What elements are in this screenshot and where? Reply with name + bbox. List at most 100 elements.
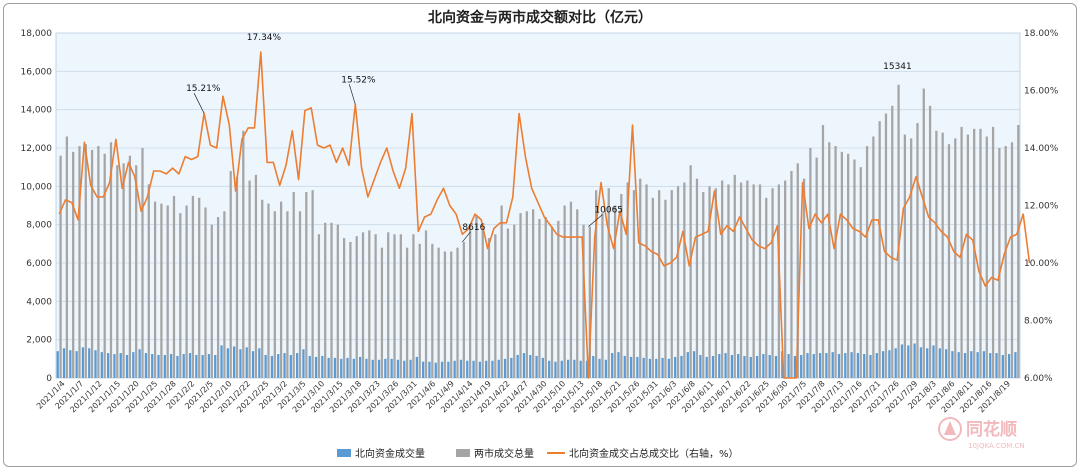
total-volume-bar (941, 132, 944, 378)
northbound-volume-bar (422, 361, 425, 378)
ratio-line-path (58, 51, 1031, 379)
northbound-volume-bar (113, 354, 116, 378)
northbound-volume-bar (730, 355, 734, 378)
total-volume-bar (191, 195, 195, 378)
total-volume-bar (746, 180, 749, 378)
northbound-volume-bar (812, 354, 815, 378)
annotation-label: 17.34% (247, 33, 282, 43)
total-volume-bar (1010, 142, 1014, 378)
northbound-volume-bar (346, 357, 349, 378)
total-volume-bar (368, 230, 371, 378)
total-volume-bar (59, 155, 62, 378)
northbound-volume-bar (724, 353, 727, 378)
northbound-volume-bar (459, 359, 463, 378)
northbound-volume-bar (1007, 354, 1011, 378)
northbound-volume-bar (333, 357, 337, 378)
total-volume-bar (595, 190, 598, 378)
northbound-volume-bar (478, 361, 481, 378)
total-volume-bar (563, 205, 566, 378)
northbound-volume-bar (831, 352, 834, 378)
total-volume-bar (109, 142, 113, 378)
legend-swatch-total (456, 449, 470, 457)
annotation-leader (193, 93, 205, 114)
northbound-volume-bar (1014, 352, 1017, 378)
northbound-volume-bar (207, 354, 211, 378)
left-axis: 0 2,000 4,000 6,000 8,000 10,000 12,000 14,000 1… (21, 29, 53, 384)
northbound-volume-bar (529, 355, 532, 378)
annotation-leader (588, 214, 603, 227)
total-volume-bar (298, 211, 302, 378)
northbound-volume-bar (176, 355, 179, 378)
total-volume-bar (279, 201, 283, 378)
left-tick-label: 12,000 (21, 144, 53, 154)
northbound-volume-bar (226, 348, 229, 378)
total-volume-bar (840, 151, 843, 378)
total-volume-bar (531, 209, 535, 378)
total-volume-bar (1004, 146, 1007, 378)
total-volume-bar (922, 88, 925, 378)
northbound-volume-bar (296, 353, 299, 378)
left-tick-label: 8,000 (26, 221, 52, 231)
total-volume-bar (506, 228, 510, 378)
northbound-volume-bar (440, 361, 444, 378)
left-tick-label: 4,000 (26, 297, 52, 307)
total-volume-bar (141, 148, 144, 378)
northbound-volume-bar (579, 360, 582, 378)
northbound-volume-bar (661, 357, 664, 378)
total-volume-bar (784, 180, 787, 378)
left-tick-label: 2,000 (26, 336, 52, 346)
northbound-volume-bar (598, 358, 601, 378)
northbound-volume-bar (674, 356, 677, 378)
northbound-volume-bar (623, 355, 626, 378)
northbound-volume-bar (151, 354, 154, 378)
northbound-volume-bar (850, 352, 853, 378)
northbound-volume-bar (352, 358, 355, 378)
right-tick-label: 8.00% (1024, 317, 1053, 327)
right-axis: 6.00% 8.00% 10.00% 12.00% 14.00% 16.00% 18.00% (1024, 29, 1059, 384)
northbound-volume-bar (932, 345, 935, 378)
total-volume-bar (998, 148, 1001, 378)
northbound-volume-bar (573, 359, 576, 378)
right-tick-label: 16.00% (1024, 87, 1059, 97)
total-volume-bar (374, 234, 377, 378)
northbound-volume-bar (485, 360, 488, 378)
legend-label-total: 两市成交总量 (474, 447, 534, 460)
total-volume-bar (330, 222, 333, 378)
northbound-volume-bar (94, 350, 97, 378)
total-volume-bars (59, 84, 1020, 379)
total-volume-bar (928, 105, 932, 378)
northbound-volume-bar (611, 353, 614, 378)
northbound-volume-bar (302, 349, 305, 378)
total-volume-bar (450, 251, 453, 378)
total-volume-bar (462, 241, 465, 378)
total-volume-bar (815, 157, 818, 378)
northbound-volume-bar (737, 354, 740, 378)
northbound-volume-bar (743, 355, 746, 378)
total-volume-bar (1017, 125, 1020, 378)
left-tick-label: 10,000 (21, 182, 53, 192)
total-volume-bar (443, 251, 447, 378)
total-volume-bar (292, 192, 295, 378)
total-volume-bar (72, 151, 75, 378)
total-volume-bar (519, 213, 522, 378)
total-volume-bar (204, 207, 207, 378)
total-volume-bar (116, 165, 119, 378)
total-volume-bar (160, 203, 163, 378)
northbound-volume-bar (239, 349, 242, 378)
total-volume-bar (65, 136, 69, 378)
northbound-volume-bar (88, 348, 91, 378)
northbound-volume-bar (951, 351, 954, 378)
total-volume-bar (973, 128, 976, 378)
total-volume-bar (910, 138, 913, 378)
total-volume-bar (966, 134, 970, 378)
annotation-label: 15.21% (186, 84, 221, 94)
legend-label-northbound: 北向资金成交量 (355, 447, 425, 460)
northbound-volume-bar (818, 353, 822, 378)
total-volume-bar (733, 174, 736, 378)
northbound-volume-bar (995, 353, 998, 378)
northbound-volume-bar (157, 355, 160, 378)
northbound-volume-bar (503, 358, 507, 378)
brand-logo-icon (938, 417, 962, 441)
total-volume-bar (387, 232, 390, 378)
northbound-volume-bar (365, 358, 368, 378)
